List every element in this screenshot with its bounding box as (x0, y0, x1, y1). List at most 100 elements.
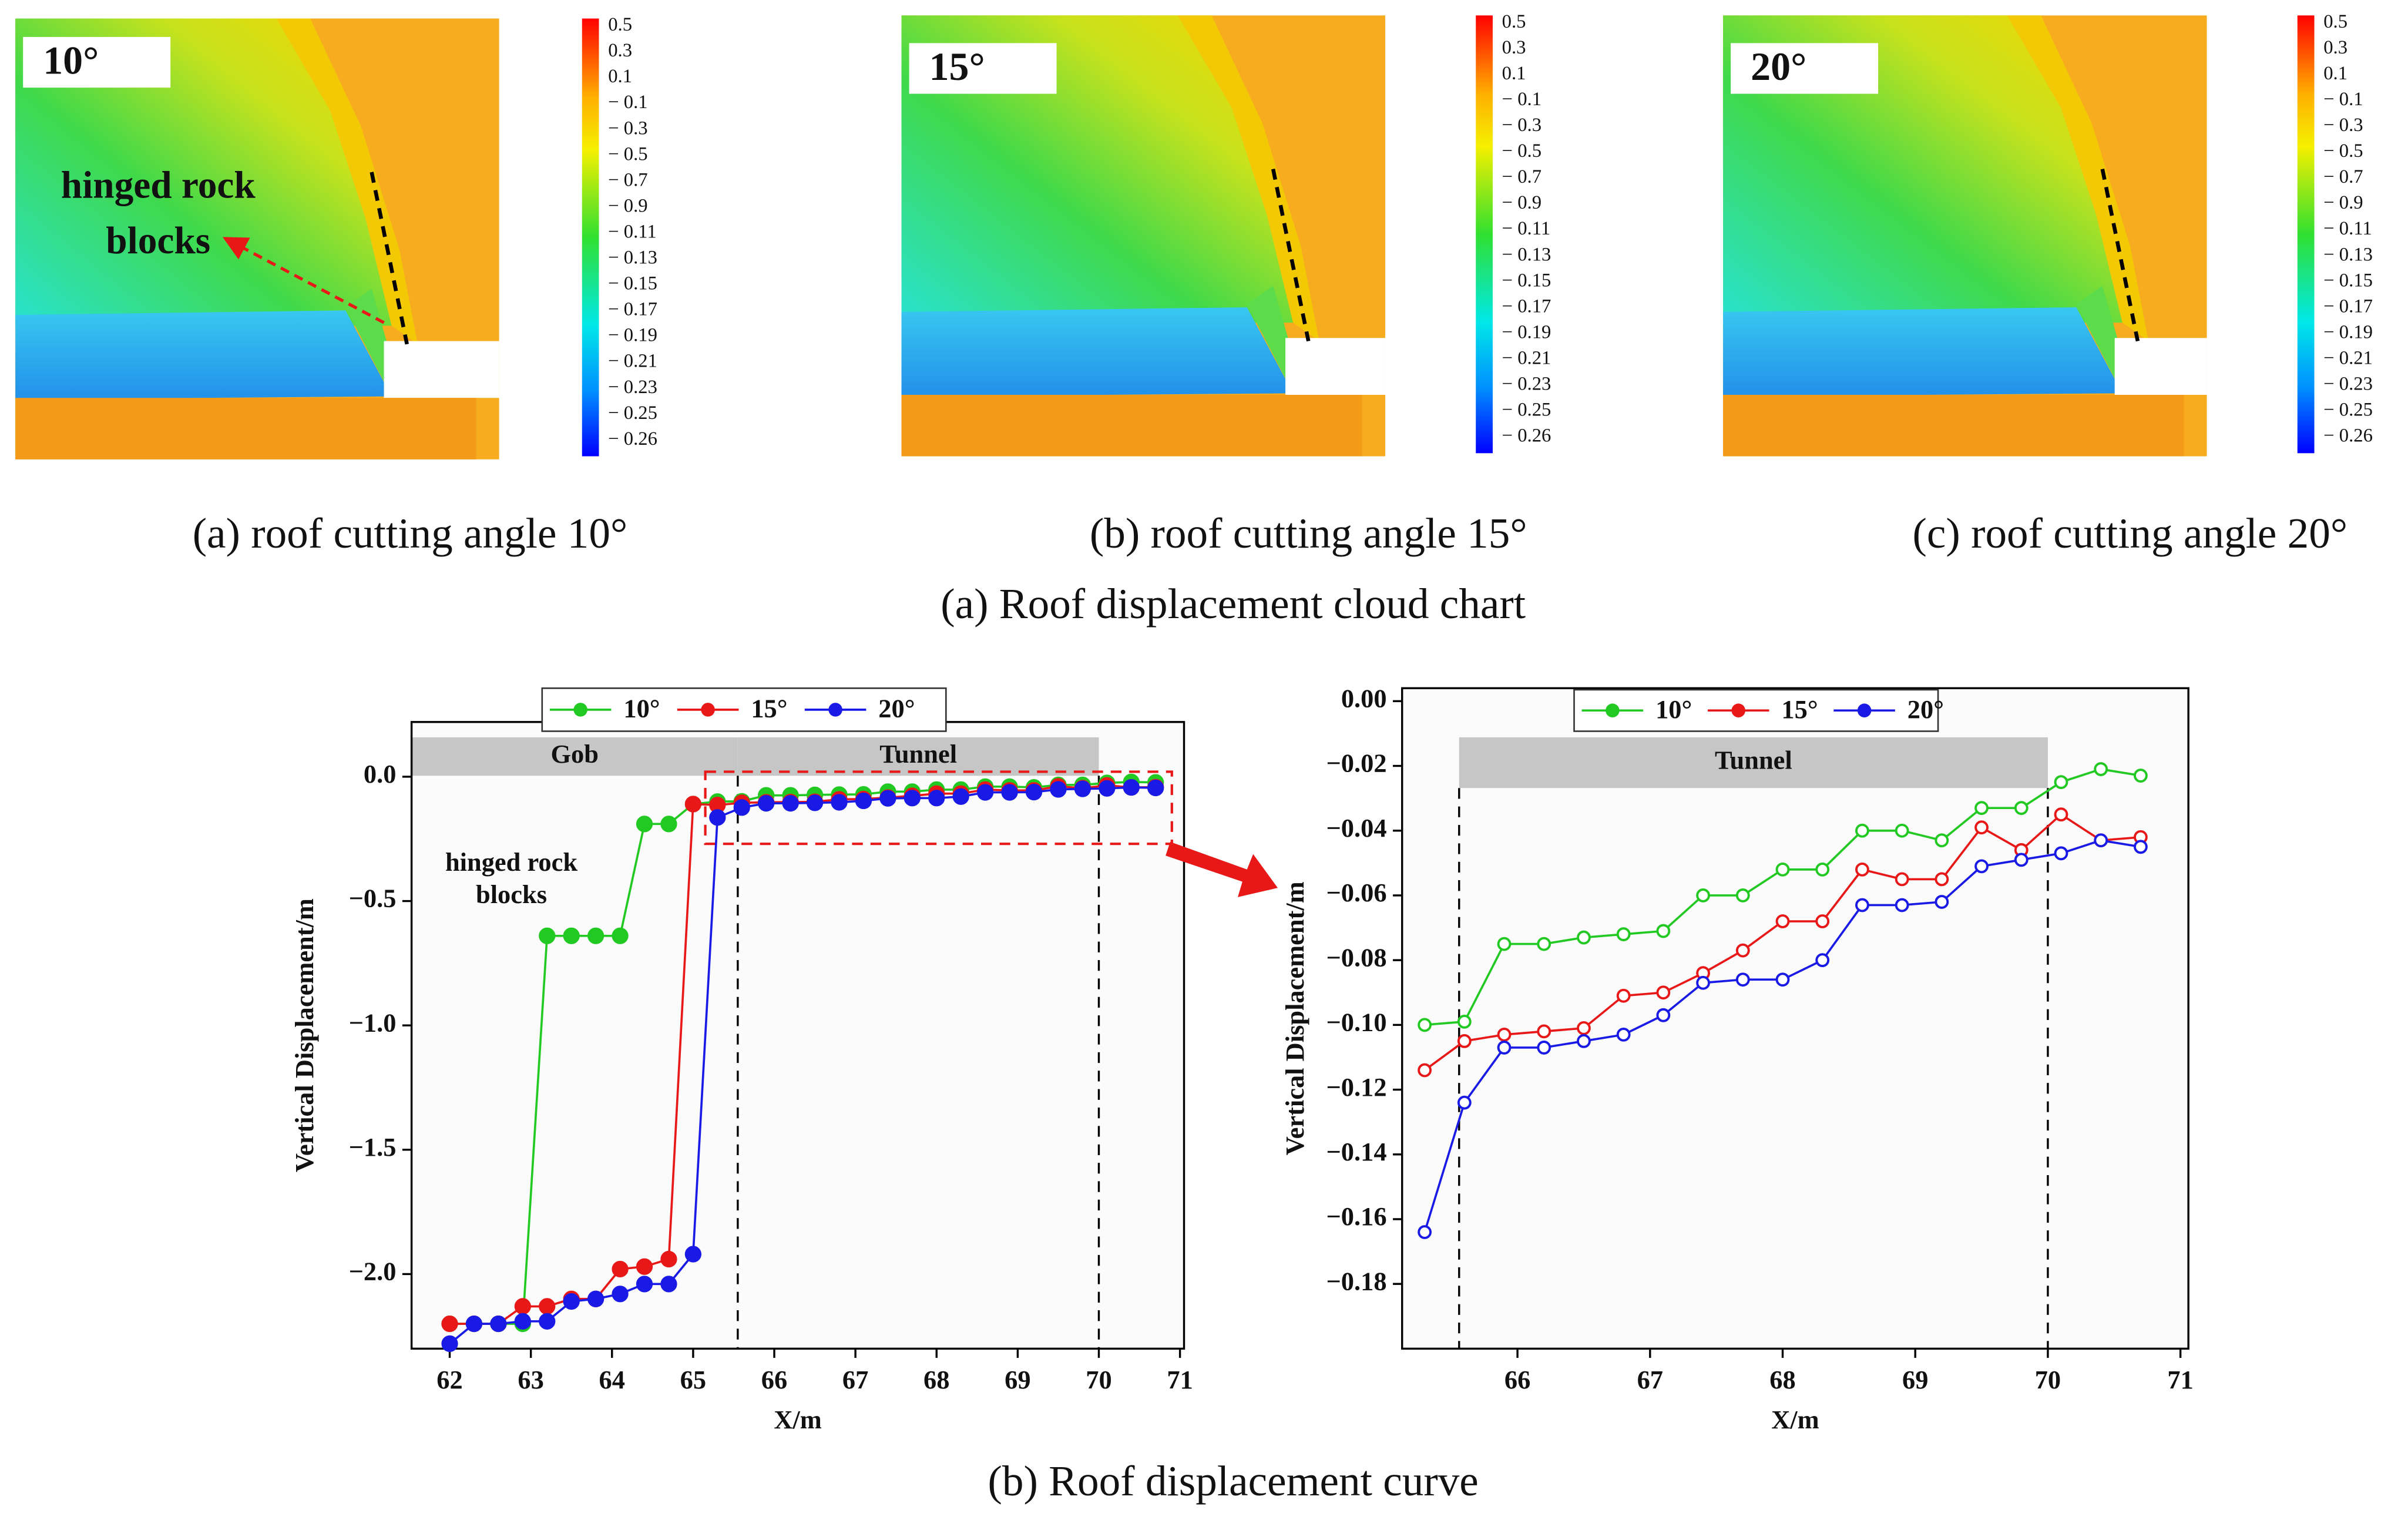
data-point (1147, 779, 1164, 797)
colorbar-label: − 0.7 (1502, 166, 1541, 187)
annotation: hinged rock (61, 165, 256, 207)
colorbar-label: − 0.11 (2323, 218, 2372, 239)
data-point (904, 790, 921, 807)
panel-label: 10° (43, 38, 99, 83)
data-point (636, 1258, 653, 1275)
data-point (1855, 898, 1869, 912)
colorbar-label: − 0.9 (2323, 192, 2363, 213)
data-point (587, 927, 604, 944)
data-point (1497, 1027, 1512, 1042)
cloud-panel: 10° hinged rock blocks (15, 18, 499, 459)
y-tick-label: −0.5 (349, 884, 397, 913)
colorbar-label: − 0.3 (608, 118, 647, 139)
region-label: Tunnel (1715, 745, 1792, 774)
colorbar-label: − 0.23 (608, 377, 657, 398)
colorbar-label: − 0.1 (1502, 89, 1541, 110)
data-point (1974, 859, 1989, 874)
data-point (1616, 988, 1631, 1003)
data-point (1696, 975, 1710, 990)
data-point (1457, 1034, 1472, 1048)
y-tick-label: −1.0 (349, 1008, 397, 1037)
tunnel (1285, 338, 1385, 395)
data-point (1895, 898, 1909, 912)
panel-caption: (a) roof cutting angle 10° (193, 509, 628, 557)
data-point (977, 784, 994, 801)
colorbar-label: − 0.13 (2323, 244, 2373, 265)
data-point (855, 792, 872, 810)
data-point (1895, 823, 1909, 838)
data-point (636, 1276, 653, 1293)
data-point (1537, 1041, 1551, 1055)
legend-label: 10° (1655, 694, 1692, 724)
data-point (539, 1298, 556, 1315)
axes-frame (1401, 687, 2189, 1350)
colorbar-label: 0.5 (2323, 11, 2347, 32)
data-point (1497, 1041, 1512, 1055)
legend-marker (1857, 703, 1872, 717)
data-point (684, 1246, 701, 1263)
colorbar-label: − 0.1 (2323, 89, 2363, 110)
data-point (2054, 807, 2068, 822)
data-point (1577, 1034, 1591, 1048)
line-chart: Gob Tunnel 62 63 64 65 66 67 68 69 70 71 0.0 −0.5 −1.0… (290, 687, 1193, 1434)
data-point (1537, 937, 1551, 951)
zoom-arrow (1166, 841, 1278, 897)
data-point (2134, 840, 2148, 854)
y-axis-label: Vertical Displacement/m (1280, 881, 1309, 1155)
y-tick-label: −0.02 (1326, 749, 1386, 778)
data-point (1099, 780, 1116, 797)
caption-bottom: (b) Roof displacement curve (988, 1457, 1479, 1505)
data-point (2014, 801, 2029, 816)
data-point (928, 790, 945, 807)
x-axis-label: X/m (774, 1405, 821, 1434)
data-point (465, 1315, 483, 1333)
cloud-panel: 15° (901, 15, 1385, 457)
y-axis-label: Vertical Displacement/m (290, 898, 319, 1172)
colorbar (582, 18, 599, 457)
colorbar-label: − 0.25 (2323, 400, 2373, 421)
colorbar-label: − 0.21 (1502, 347, 1551, 368)
data-point (1123, 779, 1140, 796)
x-tick-label: 68 (923, 1365, 949, 1394)
data-point (563, 1293, 580, 1310)
data-point (660, 1250, 677, 1268)
colorbar-label: 0.5 (1502, 11, 1526, 32)
colorbar-label: − 0.7 (2323, 166, 2363, 187)
cloud-panels: 10° hinged rock blocks 0.5 0.3 0.1 − 0.1 − 0.3 −… (15, 11, 2373, 557)
colorbar-label: − 0.25 (1502, 400, 1551, 421)
label-box (1731, 43, 1879, 94)
y-tick-label: −0.16 (1326, 1202, 1386, 1231)
data-point (684, 796, 701, 813)
colorbar-label: − 0.11 (608, 221, 657, 242)
data-point (1974, 801, 1989, 816)
block-edge (1247, 286, 1298, 394)
colorbar-label: − 0.25 (608, 402, 657, 424)
block-edge (2076, 286, 2127, 394)
colorbar-label: 0.1 (2323, 63, 2347, 84)
region-band (1459, 737, 2048, 789)
colorbar-label: − 0.9 (608, 195, 647, 216)
annotation: blocks (476, 880, 547, 909)
data-point (1815, 953, 1830, 968)
data-point (660, 1276, 677, 1293)
x-tick-label: 71 (2167, 1365, 2193, 1394)
block-edge (345, 288, 397, 397)
data-point (514, 1313, 531, 1330)
data-point (782, 795, 799, 812)
floor (1723, 394, 2184, 457)
y-tick-label: −0.18 (1326, 1266, 1386, 1296)
data-point (1775, 862, 1790, 877)
data-point (1050, 781, 1067, 798)
legend-label: 15° (751, 694, 787, 723)
data-point (1616, 1027, 1631, 1042)
data-point (1696, 888, 1710, 902)
colorbar-label: − 0.19 (608, 325, 657, 346)
colorbar-label: − 0.21 (608, 351, 657, 372)
data-point (1025, 784, 1043, 801)
data-point (1001, 784, 1018, 801)
tunnel (384, 341, 499, 398)
colorbar-label: − 0.1 (608, 92, 647, 113)
upper-edge (276, 18, 418, 344)
x-tick-label: 63 (518, 1365, 543, 1394)
